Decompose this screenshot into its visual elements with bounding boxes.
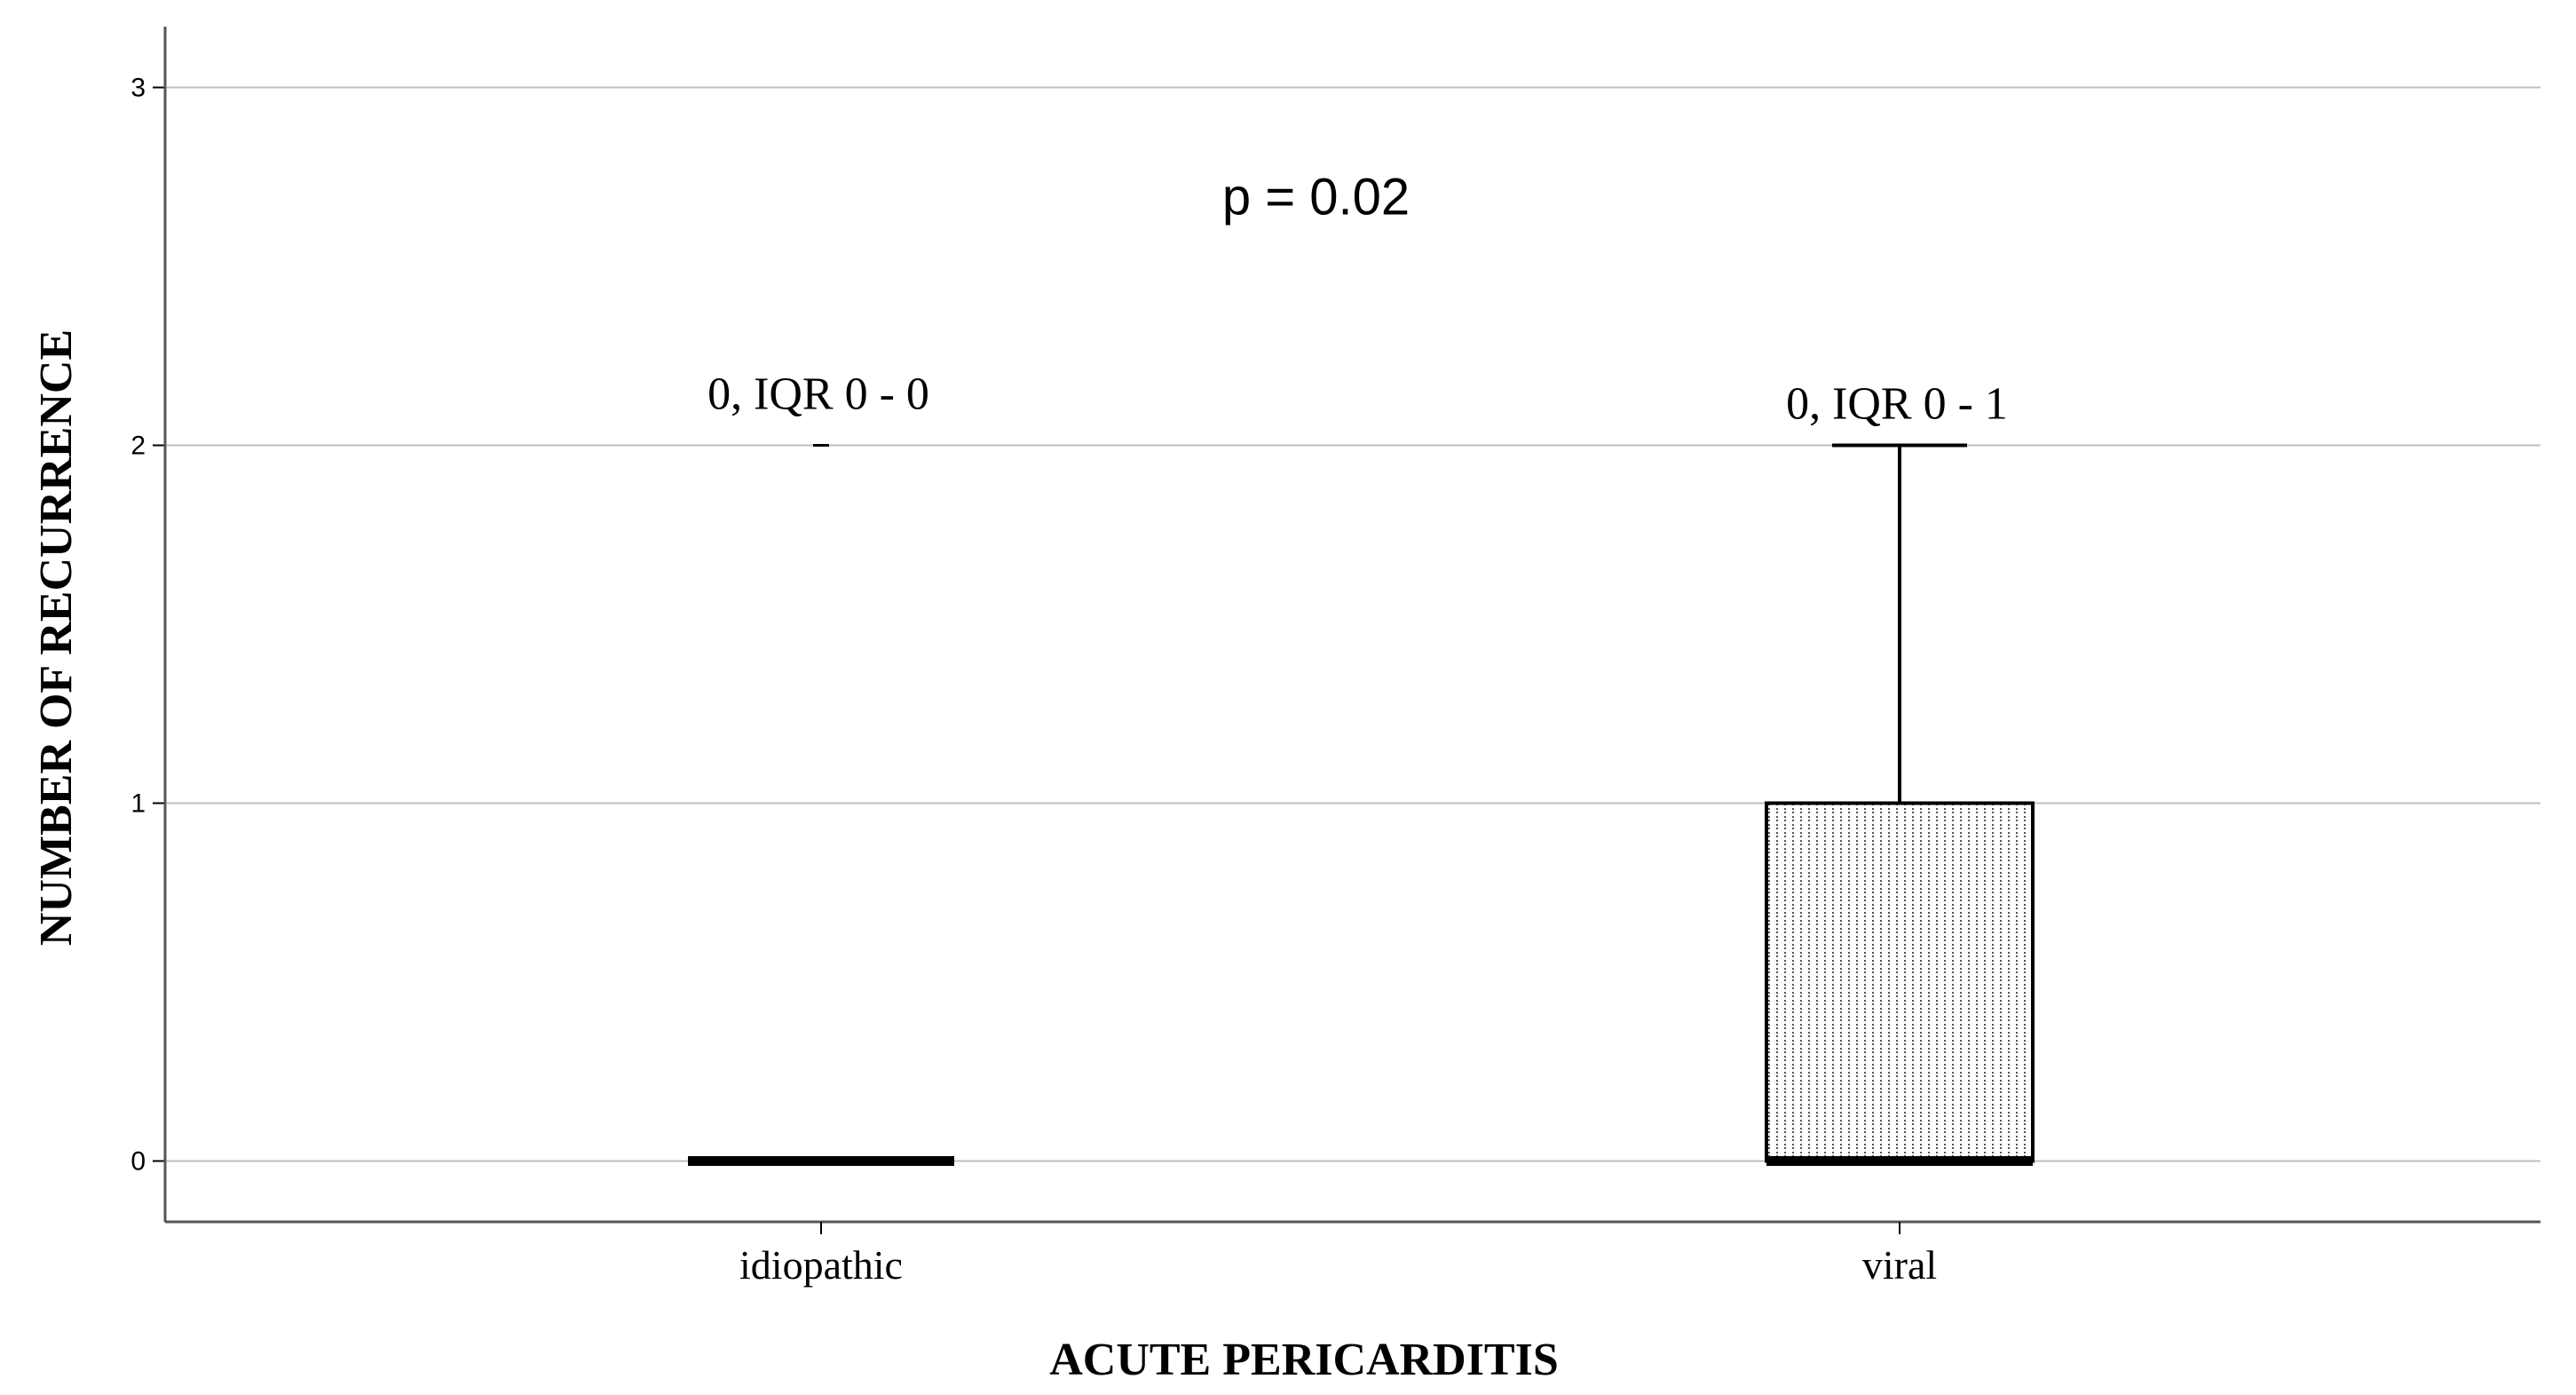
boxes	[688, 443, 2035, 1166]
x-tick-label-idiopathic: idiopathic	[739, 1242, 903, 1288]
axes	[153, 27, 2540, 1234]
gridlines	[165, 86, 2540, 1162]
box-viral	[1765, 801, 2035, 1163]
y-tick-label-2: 2	[130, 432, 146, 461]
y-tick-label-1: 1	[130, 789, 146, 818]
x-axis-title: ACUTE PERICARDITIS	[1049, 1335, 1559, 1385]
labels: 0 1 2 3 idiopathic viral 0, IQR 0 - 0 0, IQR 0 …	[31, 74, 2008, 1385]
y-tick-label-0: 0	[130, 1146, 146, 1176]
y-axis-title: NUMBER OF RECURRENCE	[31, 329, 82, 946]
p-value-annotation: p = 0.02	[1222, 168, 1410, 226]
annotation-idiopathic: 0, IQR 0 - 0	[707, 369, 929, 420]
x-tick-label-viral: viral	[1862, 1242, 1937, 1288]
y-tick-label-3: 3	[130, 74, 146, 103]
annotation-viral: 0, IQR 0 - 1	[1786, 379, 2008, 430]
